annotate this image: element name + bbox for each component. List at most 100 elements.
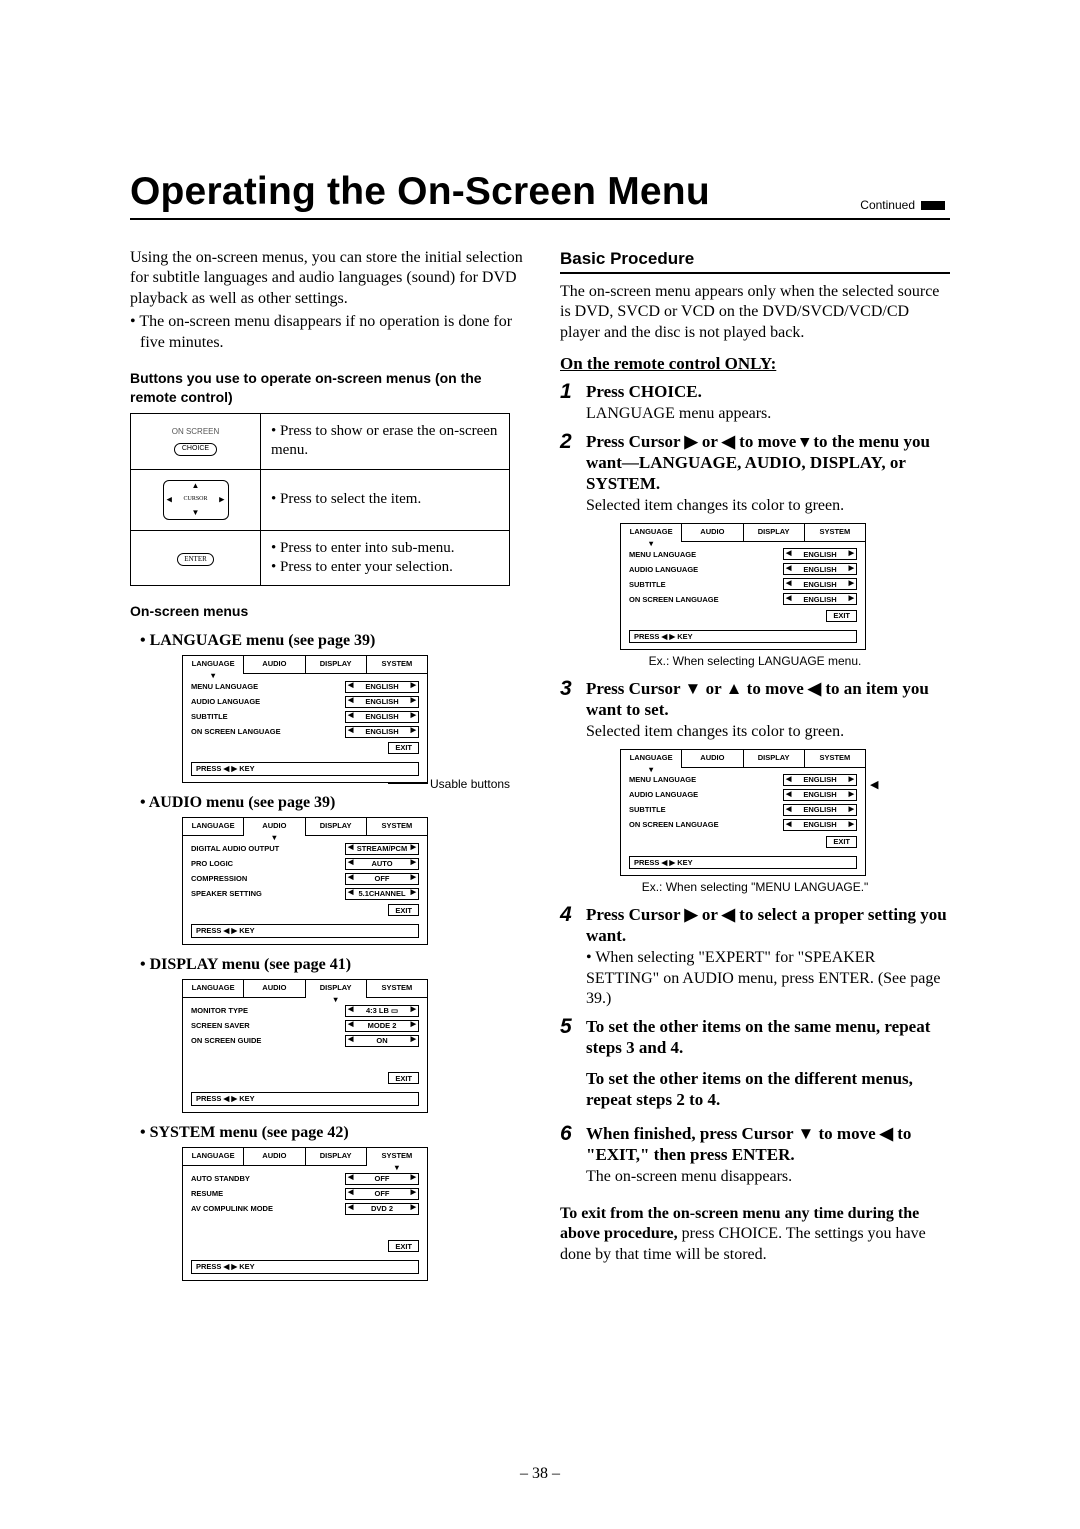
osd-row: AV COMPULINK MODE◀DVD 2▶ [191,1202,419,1215]
right-column: Basic Procedure The on-screen menu appea… [560,248,950,1281]
tab-system: SYSTEM [367,656,427,674]
system-osd: LANGUAGE AUDIO DISPLAY SYSTEM AUTO STAND… [182,1147,428,1281]
osd-value-box: ◀ENGLISH▶ [783,819,857,831]
choice-button-icon: CHOICE [174,443,217,456]
osd-footer: PRESS ◀ ▶ KEY [191,762,419,776]
page-number: – 38 – [0,1465,1080,1483]
osd-value-box: ◀OFF▶ [345,1173,419,1185]
enter-button-icon: ENTER [177,553,214,566]
osd-row: ON SCREEN LANGUAGE◀ENGLISH▶ [629,593,857,606]
osd-row-label: AUDIO LANGUAGE [629,790,783,800]
osd-row: RESUME◀OFF▶ [191,1187,419,1200]
tab-display: DISPLAY [306,656,367,674]
osd-value-box: ◀STREAM/PCM▶ [345,843,419,855]
osd-row: MENU LANGUAGE◀ENGLISH▶ [191,680,419,693]
osd-value-box: ◀ENGLISH▶ [345,726,419,738]
osd-row-label: MENU LANGUAGE [629,550,783,560]
step2-osd: LANGUAGE AUDIO DISPLAY SYSTEM MENU LANGU… [620,523,866,651]
enter-button-cell: ENTER [131,530,261,585]
osd-row-label: ON SCREEN LANGUAGE [191,727,345,737]
osd-row: MENU LANGUAGE◀ENGLISH▶ [629,774,857,787]
step-1: 1Press CHOICE. [560,381,950,402]
osd-row: AUTO STANDBY◀OFF▶ [191,1172,419,1185]
intro-text: Using the on-screen menus, you can store… [130,248,530,309]
osd-value-box: ◀OFF▶ [345,1188,419,1200]
osd-row-label: RESUME [191,1189,345,1199]
display-menu-title: • DISPLAY menu (see page 41) [152,955,530,975]
remote-only-heading: On the remote control ONLY: [560,353,950,375]
enter-desc: • Press to enter into sub-menu. • Press … [261,530,510,585]
osd-row-label: MENU LANGUAGE [629,775,783,785]
cursor-desc: • Press to select the item. [261,469,510,530]
tab-language: LANGUAGE [183,656,244,674]
osd-value-box: ◀MODE 2▶ [345,1020,419,1032]
osd-value-box: ◀ENGLISH▶ [783,789,857,801]
cursor-button-cell: ◀▶ CURSOR [131,469,261,530]
osd-value-box: ◀DVD 2▶ [345,1203,419,1215]
osd-row-label: SUBTITLE [629,805,783,815]
step3-caption: Ex.: When selecting "MENU LANGUAGE." [560,880,950,895]
step3-osd: LANGUAGE AUDIO DISPLAY SYSTEM MENU LANGU… [620,749,866,877]
choice-button-cell: ON SCREEN CHOICE [131,414,261,469]
intro-bullet: • The on-screen menu disappears if no op… [130,312,530,353]
osd-value-box: ◀ENGLISH▶ [783,548,857,560]
osd-row-label: MONITOR TYPE [191,1006,345,1016]
step2-caption: Ex.: When selecting LANGUAGE menu. [560,654,950,669]
basic-intro: The on-screen menu appears only when the… [560,282,950,343]
osd-row: SUBTITLE◀ENGLISH▶ [629,578,857,591]
osd-row-label: AUTO STANDBY [191,1174,345,1184]
osd-value-box: ◀ENGLISH▶ [345,711,419,723]
osd-value-box: ◀5.1CHANNEL▶ [345,888,419,900]
osd-row-label: ON SCREEN LANGUAGE [629,820,783,830]
osd-row-label: SUBTITLE [191,712,345,722]
osd-row-label: SPEAKER SETTING [191,889,345,899]
osd-row-label: COMPRESSION [191,874,345,884]
osd-row-label: SCREEN SAVER [191,1021,345,1031]
osd-row: DIGITAL AUDIO OUTPUT◀STREAM/PCM▶ [191,842,419,855]
osd-row: ON SCREEN LANGUAGE◀ENGLISH▶ [629,819,857,832]
osd-row: ON SCREEN GUIDE◀ON▶ [191,1034,419,1047]
osd-row-label: AV COMPULINK MODE [191,1204,345,1214]
title-rule [130,218,950,220]
osd-row: AUDIO LANGUAGE◀ENGLISH▶ [191,695,419,708]
page-title: Operating the On-Screen Menu [130,170,950,214]
osd-row: SUBTITLE◀ENGLISH▶ [629,804,857,817]
osd-row: PRO LOGIC◀AUTO▶ [191,857,419,870]
exit-button: EXIT [388,742,419,754]
language-menu-title: • LANGUAGE menu (see page 39) [152,631,530,651]
usable-buttons-label: Usable buttons [430,777,510,792]
menus-heading: On-screen menus [130,602,530,621]
osd-row-label: DIGITAL AUDIO OUTPUT [191,844,345,854]
osd-value-box: ◀AUTO▶ [345,858,419,870]
osd-row: SPEAKER SETTING◀5.1CHANNEL▶ [191,887,419,900]
step-3: 3Press Cursor ▼ or ▲ to move ◀ to an ite… [560,678,950,721]
tab-audio: AUDIO [244,656,305,674]
osd-value-box: ◀ENGLISH▶ [345,696,419,708]
osd-row-label: AUDIO LANGUAGE [629,565,783,575]
osd-value-box: ◀ENGLISH▶ [783,593,857,605]
osd-row: COMPRESSION◀OFF▶ [191,872,419,885]
step-2: 2Press Cursor ▶ or ◀ to move ▾ to the me… [560,431,950,495]
step-4: 4Press Cursor ▶ or ◀ to select a proper … [560,904,950,947]
osd-value-box: ◀OFF▶ [345,873,419,885]
audio-menu-title: • AUDIO menu (see page 39) [152,793,530,813]
system-menu-title: • SYSTEM menu (see page 42) [152,1123,530,1143]
basic-procedure-heading: Basic Procedure [560,248,950,274]
left-column: Using the on-screen menus, you can store… [130,248,530,1281]
osd-row-label: AUDIO LANGUAGE [191,697,345,707]
osd-value-box: ◀ENGLISH▶ [783,804,857,816]
osd-row-label: ON SCREEN GUIDE [191,1036,345,1046]
osd-value-box: ◀ENGLISH▶ [345,681,419,693]
display-osd: LANGUAGE AUDIO DISPLAY SYSTEM MONITOR TY… [182,979,428,1113]
osd-value-box: ◀ENGLISH▶ [783,774,857,786]
osd-row-label: PRO LOGIC [191,859,345,869]
osd-row: MONITOR TYPE◀4:3 LB ▭▶ [191,1004,419,1017]
exit-note: To exit from the on-screen menu any time… [560,1204,950,1265]
choice-desc: • Press to show or erase the on-screen m… [261,414,510,469]
osd-value-box: ◀ENGLISH▶ [783,578,857,590]
osd-value-box: ◀ON▶ [345,1035,419,1047]
osd-row-label: SUBTITLE [629,580,783,590]
cursor-pad-icon: ◀▶ CURSOR [163,480,229,520]
osd-row-label: ON SCREEN LANGUAGE [629,595,783,605]
language-osd: LANGUAGE AUDIO DISPLAY SYSTEM MENU LANGU… [182,655,428,783]
